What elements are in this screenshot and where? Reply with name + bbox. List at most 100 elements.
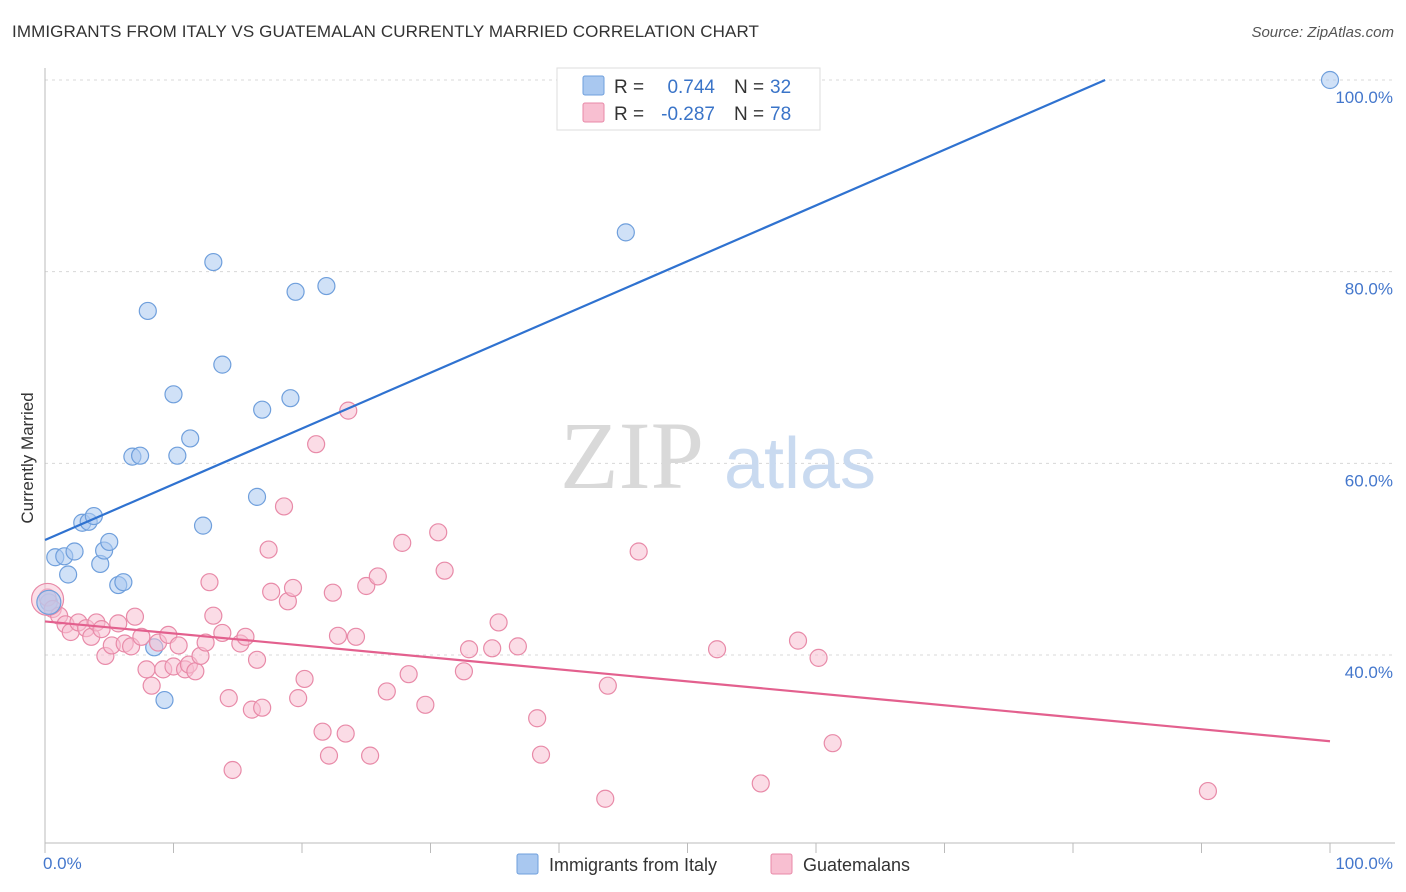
y-tick-label: 100.0%	[1335, 88, 1393, 107]
data-point	[596, 789, 615, 808]
data-point	[361, 746, 380, 765]
series	[30, 70, 1340, 808]
chart-source: Source: ZipAtlas.com	[1251, 24, 1394, 41]
x-tick-label: 100.0%	[1335, 854, 1393, 873]
data-point	[213, 355, 232, 374]
data-point	[435, 561, 454, 580]
grid	[45, 79, 1395, 656]
y-tick-label: 60.0%	[1345, 471, 1393, 490]
data-point	[168, 446, 187, 465]
legend-swatch	[582, 102, 605, 123]
data-point	[223, 760, 242, 780]
data-point	[751, 774, 770, 793]
data-point	[274, 497, 294, 516]
data-point	[707, 640, 727, 659]
watermark: ZIP atlas	[560, 402, 876, 509]
data-point	[259, 540, 278, 559]
legend-bottom: Immigrants from Italy Guatemalans	[516, 853, 910, 875]
data-point	[137, 660, 156, 679]
data-point	[429, 523, 448, 542]
x-tick-label: 0.0%	[43, 854, 82, 873]
data-point	[823, 734, 842, 753]
data-point	[92, 620, 111, 639]
data-point	[377, 682, 396, 701]
data-point	[193, 516, 213, 535]
data-point	[155, 690, 174, 710]
data-point	[328, 626, 348, 645]
data-point	[1320, 70, 1340, 90]
data-point	[307, 435, 326, 454]
legend-swatch	[770, 853, 793, 875]
y-tick-label: 40.0%	[1345, 663, 1393, 682]
data-point	[346, 627, 366, 646]
data-point	[253, 400, 272, 419]
data-point	[164, 385, 183, 404]
data-point	[531, 745, 551, 764]
data-point	[204, 252, 223, 272]
data-point	[247, 650, 267, 669]
data-point	[59, 565, 78, 584]
data-point	[598, 676, 617, 695]
data-point	[65, 542, 84, 561]
data-point	[200, 573, 219, 592]
legend-r-value: 0.744	[667, 77, 715, 98]
data-point	[317, 276, 336, 296]
data-point	[142, 676, 161, 695]
data-point	[36, 589, 62, 615]
data-point	[319, 746, 339, 765]
data-point	[253, 698, 272, 717]
legend-n-value: 32	[770, 77, 791, 98]
legend-n-label: N =	[734, 104, 764, 125]
data-point	[323, 583, 342, 602]
data-point	[283, 578, 303, 598]
data-point	[100, 532, 119, 552]
axes: 40.0% 60.0% 80.0% 100.0% 0.0% 100.0%	[43, 68, 1395, 873]
data-point	[1198, 781, 1218, 801]
data-point	[125, 607, 145, 626]
data-point	[459, 640, 479, 659]
legend-label: Immigrants from Italy	[549, 855, 717, 875]
data-point	[416, 695, 435, 714]
data-point	[196, 633, 215, 652]
data-point	[313, 722, 332, 741]
data-point	[368, 567, 387, 586]
data-point	[247, 487, 267, 506]
data-point	[130, 446, 150, 465]
data-point	[393, 533, 412, 552]
data-point	[454, 662, 474, 681]
data-point	[186, 662, 205, 681]
data-point	[629, 542, 648, 561]
data-point	[236, 627, 255, 646]
data-point	[219, 689, 238, 708]
legend-r-value: -0.287	[661, 104, 715, 125]
data-point	[508, 637, 527, 656]
data-point	[489, 613, 508, 632]
legend-swatch	[582, 75, 605, 96]
data-point	[204, 606, 223, 625]
data-point	[788, 631, 808, 650]
legend-n-label: N =	[734, 77, 764, 98]
data-point	[616, 223, 635, 242]
y-axis-label: Currently Married	[18, 392, 37, 523]
data-point	[295, 669, 314, 689]
trend-line-guatemalans	[44, 620, 1331, 743]
data-point	[528, 709, 547, 728]
data-point	[483, 639, 502, 658]
watermark-atlas: atlas	[724, 424, 876, 504]
watermark-zip: ZIP	[560, 402, 704, 509]
data-point	[169, 636, 188, 655]
legend-label: Guatemalans	[803, 855, 910, 875]
y-tick-label: 80.0%	[1345, 280, 1393, 299]
data-point	[289, 689, 308, 708]
legend-r-label: R =	[614, 104, 644, 125]
chart-title: IMMIGRANTS FROM ITALY VS GUATEMALAN CURR…	[12, 22, 759, 41]
trend-line-italy	[44, 78, 1106, 542]
series-italy	[39, 70, 1340, 710]
data-point	[262, 582, 281, 601]
data-point	[181, 429, 200, 448]
data-point	[286, 282, 305, 301]
data-point	[132, 627, 151, 646]
data-point	[809, 648, 828, 667]
data-point	[114, 573, 133, 592]
